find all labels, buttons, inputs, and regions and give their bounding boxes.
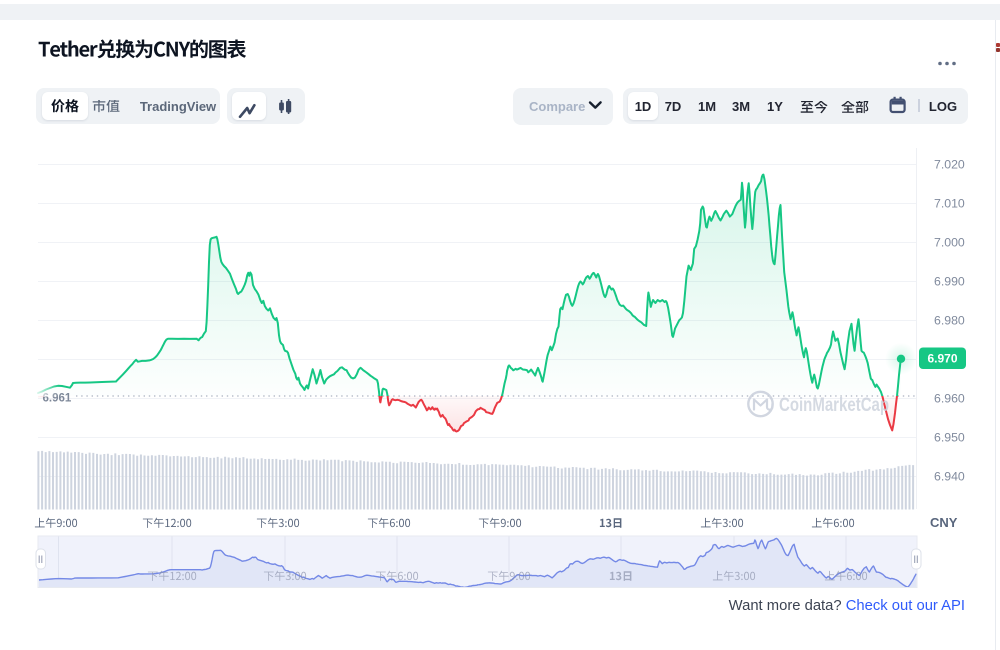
svg-text:6.990: 6.990 (934, 275, 965, 289)
svg-text:CoinMarketCap: CoinMarketCap (779, 393, 889, 415)
svg-text:6.950: 6.950 (934, 431, 965, 445)
svg-text:6.940: 6.940 (934, 470, 965, 484)
svg-text:7.010: 7.010 (934, 197, 965, 211)
svg-text:7.020: 7.020 (934, 158, 965, 172)
svg-text:7.000: 7.000 (934, 236, 965, 250)
svg-text:6.980: 6.980 (934, 314, 965, 328)
svg-text:6.960: 6.960 (934, 392, 965, 406)
svg-text:6.970: 6.970 (927, 352, 957, 366)
svg-text:CNY: CNY (930, 515, 958, 530)
